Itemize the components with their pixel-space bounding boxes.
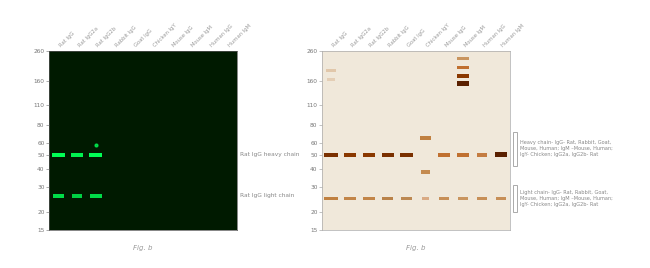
Bar — [382, 153, 394, 157]
Text: Rabbit IgG: Rabbit IgG — [387, 25, 411, 48]
Bar — [496, 197, 506, 200]
Bar — [324, 153, 338, 157]
Text: Goat IgG: Goat IgG — [407, 28, 426, 48]
Bar — [363, 197, 375, 200]
Text: Rat IgG2a: Rat IgG2a — [77, 26, 99, 48]
Bar — [344, 153, 356, 157]
Text: Mouse IgM: Mouse IgM — [463, 25, 486, 48]
Bar — [90, 194, 102, 198]
Text: Rat IgG light chain: Rat IgG light chain — [240, 193, 294, 198]
Text: Chicken IgY: Chicken IgY — [152, 23, 177, 48]
Bar — [382, 197, 393, 200]
Text: Rat IgG2b: Rat IgG2b — [96, 26, 118, 48]
Bar — [89, 153, 103, 157]
Bar — [71, 153, 83, 157]
Text: Rat IgG2a: Rat IgG2a — [350, 26, 372, 48]
Text: Mouse IgG: Mouse IgG — [445, 25, 467, 48]
Bar — [53, 194, 64, 198]
Text: Fig. b: Fig. b — [133, 245, 153, 251]
Bar — [402, 197, 411, 200]
Bar — [326, 69, 336, 72]
Bar — [458, 197, 468, 200]
Text: Rat IgG: Rat IgG — [332, 31, 348, 48]
Bar — [344, 197, 356, 200]
Text: Mouse IgM: Mouse IgM — [190, 25, 213, 48]
Bar — [363, 153, 375, 157]
Bar — [439, 197, 449, 200]
Text: Human IgM: Human IgM — [500, 23, 526, 48]
Bar — [477, 197, 487, 200]
Text: Rabbit IgG: Rabbit IgG — [115, 25, 138, 48]
Bar — [438, 153, 450, 157]
Bar — [327, 79, 335, 81]
Text: Human IgG: Human IgG — [209, 24, 233, 48]
Bar — [324, 196, 338, 200]
Text: Light chain- IgG- Rat, Rabbit, Goat,
Mouse, Human; IgM –Mouse, Human;
IgY- Chick: Light chain- IgG- Rat, Rabbit, Goat, Mou… — [520, 190, 613, 207]
Bar — [477, 153, 487, 157]
Bar — [495, 152, 507, 157]
Text: Rat IgG heavy chain: Rat IgG heavy chain — [240, 152, 299, 157]
Text: Heavy chain- IgG- Rat, Rabbit, Goat,
Mouse, Human; IgM –Mouse, Human;
IgY- Chick: Heavy chain- IgG- Rat, Rabbit, Goat, Mou… — [520, 140, 613, 157]
Bar — [72, 194, 82, 198]
Text: Mouse IgG: Mouse IgG — [172, 25, 194, 48]
Text: Human IgM: Human IgM — [228, 23, 253, 48]
Text: Goat IgG: Goat IgG — [134, 28, 153, 48]
Bar — [457, 57, 469, 60]
Bar — [51, 153, 65, 157]
Text: Human IgG: Human IgG — [482, 24, 506, 48]
Bar — [457, 81, 469, 86]
Text: Rat IgG: Rat IgG — [58, 31, 75, 48]
Bar — [400, 153, 413, 157]
Bar — [457, 153, 469, 157]
Bar — [457, 74, 469, 78]
Text: Fig. b: Fig. b — [406, 245, 426, 251]
Text: Rat IgG2b: Rat IgG2b — [369, 26, 391, 48]
Bar — [421, 136, 430, 140]
Bar — [457, 66, 469, 69]
Text: Chicken IgY: Chicken IgY — [425, 23, 450, 48]
Bar — [421, 170, 430, 174]
Bar — [422, 197, 429, 200]
